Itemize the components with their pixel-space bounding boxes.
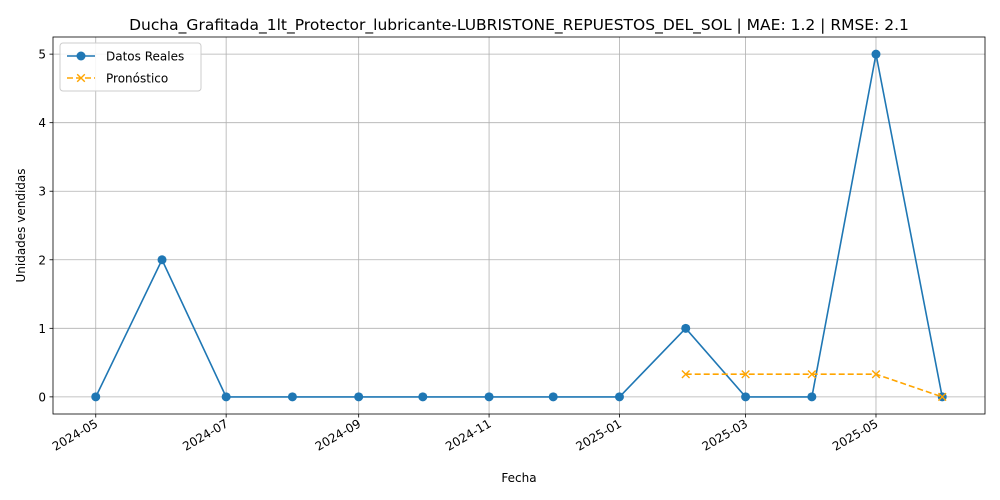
data-point xyxy=(807,369,817,379)
data-point xyxy=(741,392,751,402)
data-point xyxy=(681,369,691,379)
data-point xyxy=(287,392,297,402)
data-point xyxy=(807,392,817,402)
data-point xyxy=(741,369,750,379)
x-axis: 2024-05 2024-07 2024-09 2024-11 2025-01 2025-… xyxy=(50,414,880,454)
x-tick-label: 2024-05 xyxy=(50,416,100,453)
legend: Datos Reales Pronóstico xyxy=(59,42,202,92)
y-tick-label: 4 xyxy=(38,116,46,130)
data-point xyxy=(871,369,881,379)
y-axis: 0 1 2 3 4 5 xyxy=(38,48,53,404)
series-1 xyxy=(91,49,947,402)
data-point xyxy=(354,392,364,402)
legend-label: Datos Reales xyxy=(106,50,184,64)
data-point xyxy=(871,49,881,59)
y-axis-label: Unidades vendidas xyxy=(14,168,28,282)
data-point xyxy=(157,255,167,265)
data-point xyxy=(548,392,558,402)
series-2 xyxy=(681,369,947,402)
chart-title: Ducha_Grafitada_1lt_Protector_lubricante… xyxy=(129,16,909,35)
grid xyxy=(53,37,985,414)
x-axis-label: Fecha xyxy=(501,471,536,485)
y-tick-label: 2 xyxy=(38,253,46,267)
data-point xyxy=(221,392,231,402)
data-point xyxy=(484,392,494,402)
y-tick-label: 0 xyxy=(38,390,46,404)
series-layer xyxy=(91,49,947,402)
x-tick-label: 2025-03 xyxy=(700,416,750,453)
x-tick-label: 2025-01 xyxy=(574,416,624,453)
series-line xyxy=(95,53,943,398)
data-point xyxy=(937,392,947,402)
y-tick-label: 1 xyxy=(38,322,46,336)
legend-marker xyxy=(76,51,86,61)
y-tick-label: 3 xyxy=(38,185,46,199)
legend-label: Pronóstico xyxy=(106,72,168,86)
x-tick-label: 2024-11 xyxy=(443,416,493,453)
x-tick-label: 2024-09 xyxy=(313,416,363,453)
data-point xyxy=(614,392,624,402)
legend-marker xyxy=(76,73,86,83)
plot-frame xyxy=(52,36,986,415)
legend-box xyxy=(59,42,202,92)
x-tick-label: 2024-07 xyxy=(180,416,230,453)
data-point xyxy=(418,392,428,402)
data-point xyxy=(91,392,101,402)
x-tick-label: 2025-05 xyxy=(830,416,880,453)
data-point xyxy=(681,323,691,333)
y-tick-label: 5 xyxy=(38,48,46,62)
